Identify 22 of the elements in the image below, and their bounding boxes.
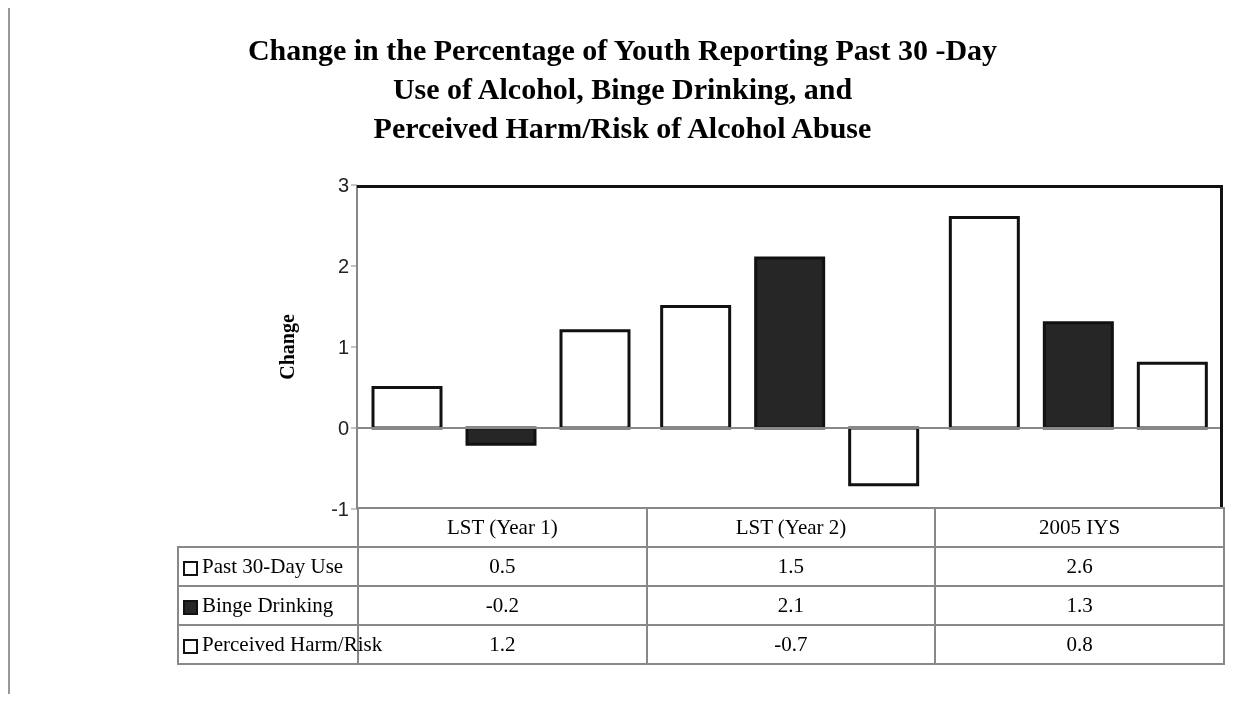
y-tick-label: 0 [337,417,349,440]
data-label: 1.2 [489,632,516,656]
legend-label: Binge Drinking [202,593,334,617]
data-label: 1.3 [935,586,1224,625]
data-label: -0.2 [358,586,647,625]
data-label: 2.6 [935,547,1224,586]
y-tick-label: 2 [337,255,349,278]
x-tick-label: LST (Year 1) [358,508,647,547]
data-label: -0.7 [646,625,936,664]
x-tick-label: LST (Year 2) [646,508,936,547]
y-tick-label: 3 [337,174,349,197]
y-tick-label: -1 [331,498,349,521]
data-label: 2.1 [646,586,936,625]
data-label: 0.5 [358,547,647,586]
x-tick-label: 2005 IYS [935,508,1224,547]
data-label: 0.8 [935,625,1224,664]
y-tick-label: 1 [337,336,349,359]
legend-label: Past 30-Day Use [202,554,344,578]
y-axis-title: Change [276,314,300,380]
chart-title: Change in the Percentage of Youth Reporting Past 30 -Day Use of Alcohol, Binge Drinking, and Perceived Harm/Risk of Alcohol Abuse [246,32,999,146]
legend-label: Perceived Harm/Risk [202,632,383,656]
data-label: 1.5 [646,547,936,586]
